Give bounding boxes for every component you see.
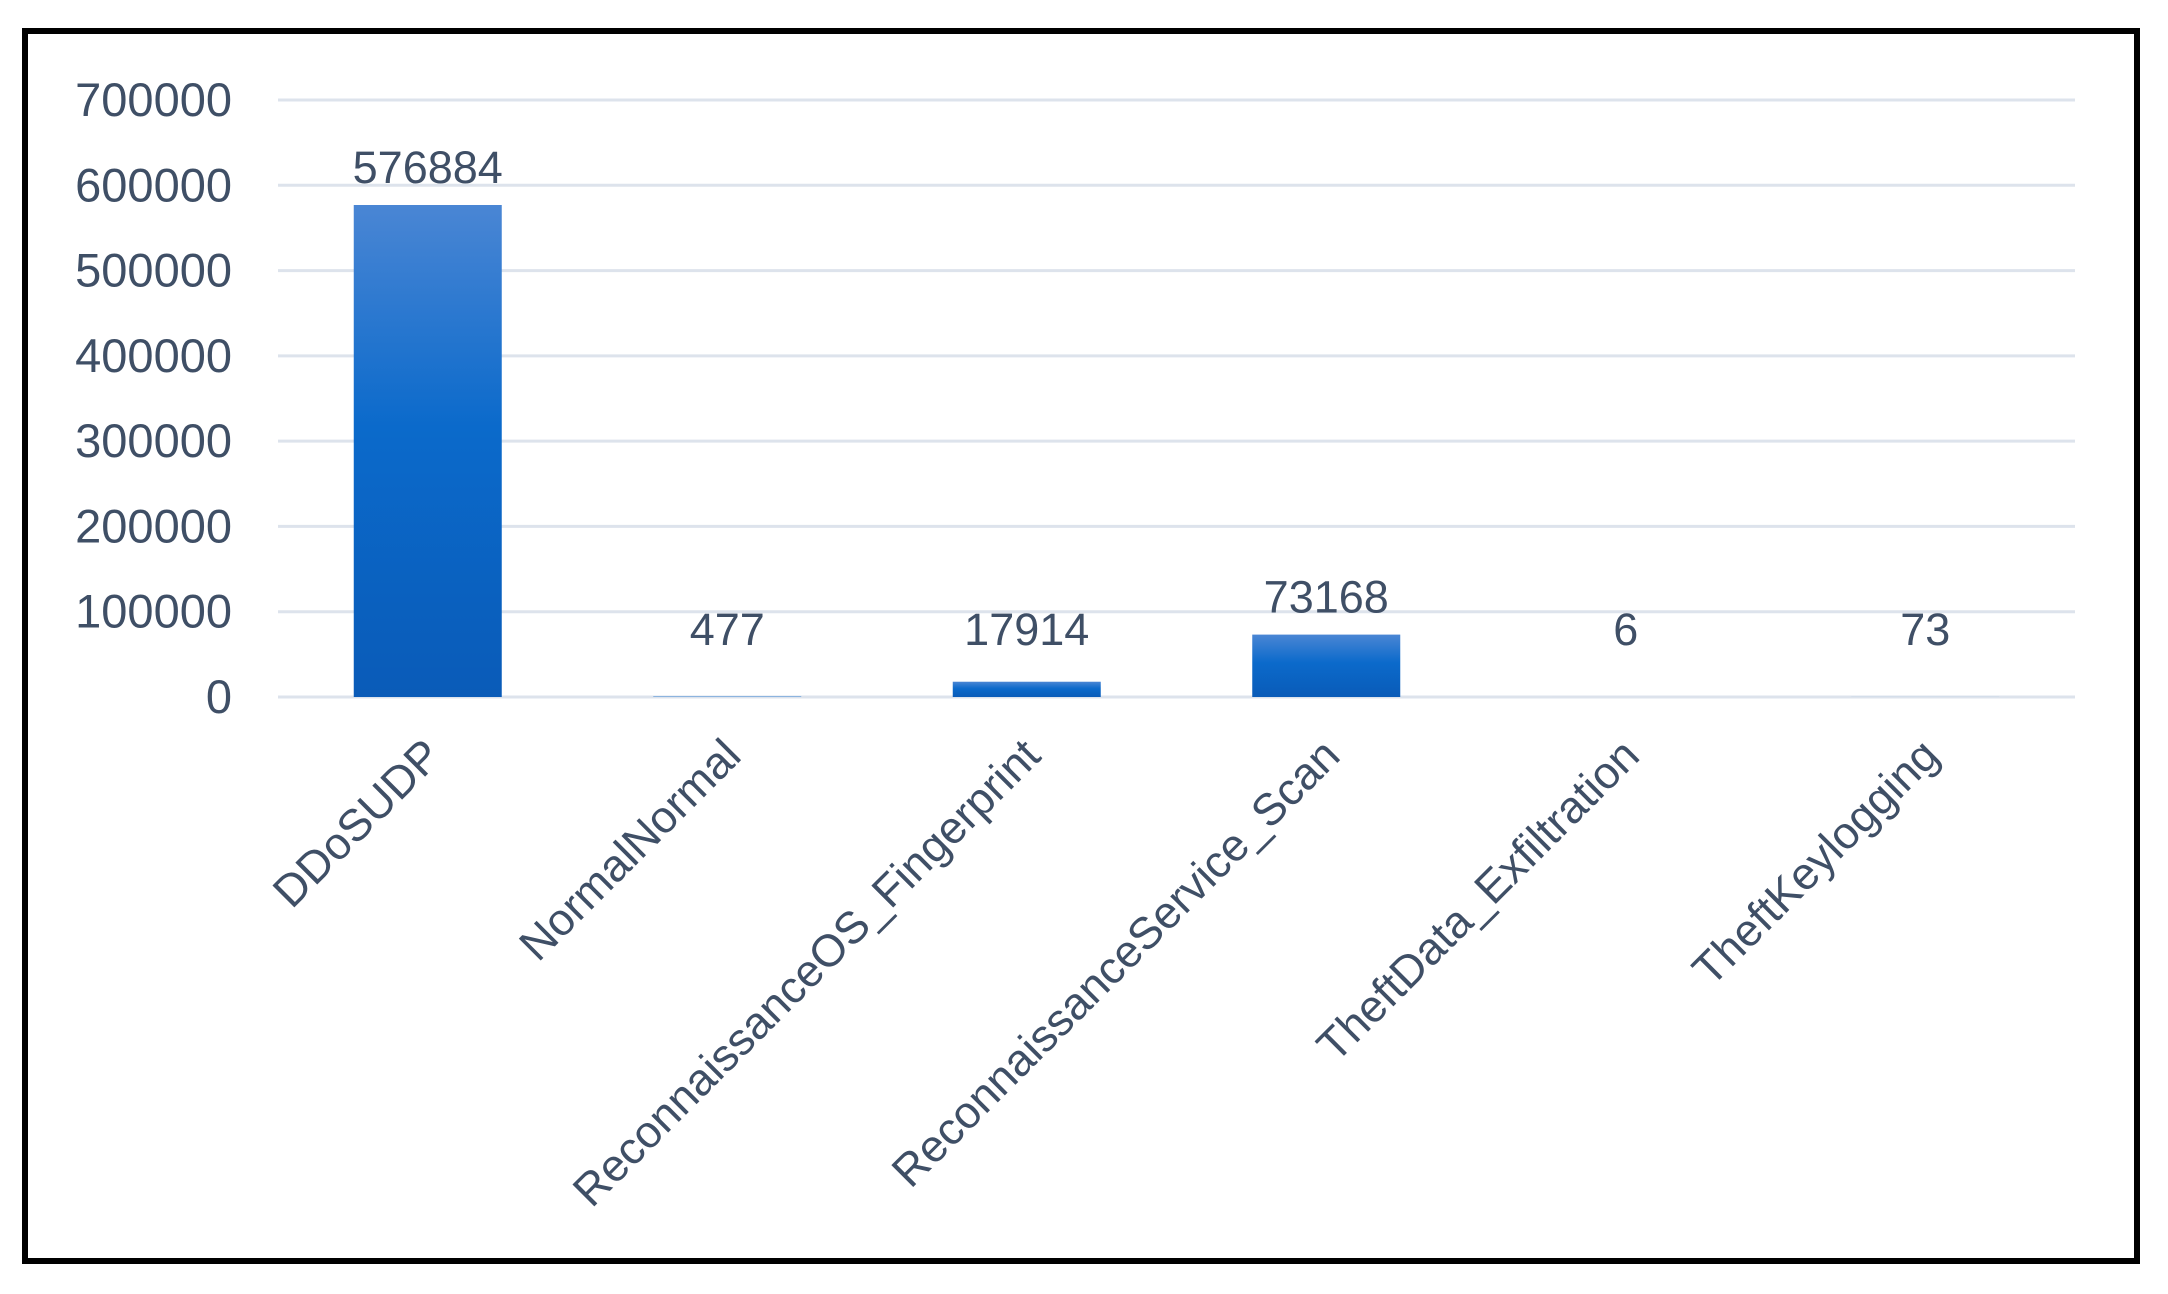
data-label: 73 bbox=[1900, 604, 1950, 655]
x-tick-label: ReconnaissanceOS_Fingerprint bbox=[563, 729, 1050, 1216]
bar-reconnaissanceos-fingerprint bbox=[952, 681, 1101, 697]
y-tick-label: 500000 bbox=[75, 244, 232, 297]
data-label: 73168 bbox=[1264, 572, 1389, 623]
y-tick-label: 0 bbox=[206, 670, 232, 723]
x-tick-label: NormalNormal bbox=[509, 729, 750, 970]
x-tick-label: DDoSUDP bbox=[263, 729, 451, 917]
y-tick-label: 100000 bbox=[75, 585, 232, 638]
y-tick-label: 200000 bbox=[75, 499, 232, 552]
x-tick-label: TheftData_Exfiltration bbox=[1307, 729, 1649, 1071]
x-tick-label: TheftKeylogging bbox=[1682, 729, 1948, 995]
bar-reconnaissanceservice-scan bbox=[1252, 634, 1401, 697]
y-tick-label: 400000 bbox=[75, 329, 232, 382]
data-label: 576884 bbox=[353, 142, 503, 193]
y-tick-label: 300000 bbox=[75, 414, 232, 467]
bar-ddosudp bbox=[353, 205, 502, 697]
y-tick-label: 600000 bbox=[75, 158, 232, 211]
data-label: 477 bbox=[690, 604, 765, 655]
data-label: 17914 bbox=[964, 604, 1089, 655]
y-tick-label: 700000 bbox=[75, 73, 232, 126]
data-label: 6 bbox=[1613, 604, 1638, 655]
